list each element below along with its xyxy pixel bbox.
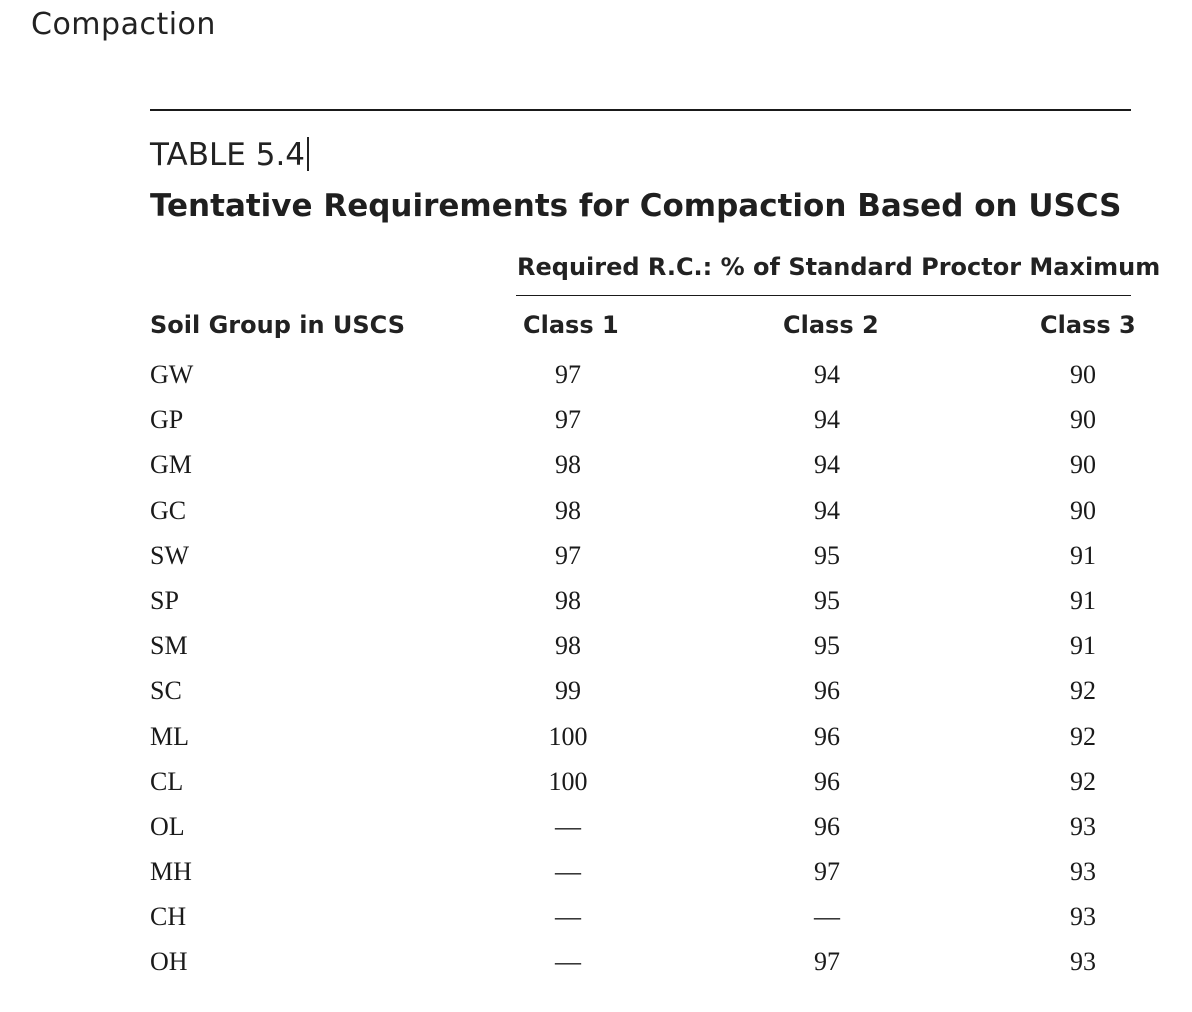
table-row: ML 100 96 92	[0, 716, 1192, 761]
soil-group-cell: CH	[150, 902, 187, 932]
column-header-class-3: Class 3	[1040, 311, 1136, 339]
class-3-cell: 92	[1070, 721, 1096, 751]
soil-group-cell: CL	[150, 766, 184, 796]
soil-group-cell: OL	[150, 811, 185, 841]
class-3-cell: 91	[1070, 540, 1096, 570]
soil-group-cell: SC	[150, 676, 182, 706]
class-3-cell: 90	[1070, 405, 1096, 435]
table-title: Tentative Requirements for Compaction Ba…	[150, 188, 1122, 224]
class-1-cell: 97	[555, 360, 581, 389]
table-row: OH — 97 93	[0, 941, 1192, 986]
class-2-cell: 94	[814, 495, 840, 525]
class-2-cell: 95	[814, 585, 840, 615]
class-2-cell: —	[814, 902, 840, 932]
class-3-cell: 90	[1070, 450, 1096, 480]
soil-group-cell: GC	[150, 495, 187, 525]
table-row: SP 98 95 91	[0, 580, 1192, 625]
class-1-cell: —	[555, 857, 581, 887]
table-row: GC 98 94 90	[0, 490, 1192, 535]
class-1-cell: 100	[548, 721, 588, 751]
class-3-cell: 92	[1070, 676, 1096, 706]
table-number-text: TABLE 5.4	[150, 137, 306, 173]
class-1-cell: —	[555, 811, 581, 841]
class-3-cell: 91	[1070, 585, 1096, 615]
class-1-cell: —	[555, 947, 581, 977]
soil-group-cell: SP	[150, 585, 179, 615]
class-1-cell: 98	[555, 495, 581, 525]
class-2-cell: 96	[814, 721, 840, 751]
class-2-cell: 96	[814, 811, 840, 841]
table-body: GW 97 94 90 GP 97 94 90 GM 98 94 90 GC 9…	[0, 354, 1192, 987]
class-3-cell: 91	[1070, 631, 1096, 661]
text-cursor	[307, 137, 310, 171]
table-row: GP 97 94 90	[0, 399, 1192, 444]
class-3-cell: 93	[1070, 902, 1096, 932]
soil-group-cell: GP	[150, 405, 184, 435]
soil-group-cell: GW	[150, 360, 194, 389]
table-row: CL 100 96 92	[0, 761, 1192, 806]
table-row: SW 97 95 91	[0, 535, 1192, 580]
class-1-cell: 97	[555, 540, 581, 570]
soil-group-cell: SW	[150, 540, 189, 570]
table-row: SM 98 95 91	[0, 625, 1192, 670]
class-3-cell: 93	[1070, 811, 1096, 841]
class-1-cell: 98	[555, 631, 581, 661]
column-header-soil-group: Soil Group in USCS	[150, 311, 406, 339]
spanning-header-rule	[516, 295, 1131, 296]
table-row: GW 97 94 90	[0, 354, 1192, 399]
table-row: CH — — 93	[0, 896, 1192, 941]
class-2-cell: 97	[814, 857, 840, 887]
table-number: TABLE 5.4	[150, 137, 310, 173]
class-3-cell: 93	[1070, 857, 1096, 887]
soil-group-cell: MH	[150, 857, 192, 887]
class-3-cell: 90	[1070, 360, 1096, 389]
class-2-cell: 94	[814, 360, 840, 389]
running-head: Compaction	[31, 7, 216, 42]
table-row: GM 98 94 90	[0, 444, 1192, 489]
table-row: SC 99 96 92	[0, 670, 1192, 715]
class-3-cell: 93	[1070, 947, 1096, 977]
class-1-cell: 97	[555, 405, 581, 435]
class-1-cell: 98	[555, 450, 581, 480]
class-2-cell: 97	[814, 947, 840, 977]
class-2-cell: 96	[814, 676, 840, 706]
class-3-cell: 90	[1070, 495, 1096, 525]
soil-group-cell: GM	[150, 450, 192, 480]
table-row: MH — 97 93	[0, 851, 1192, 896]
class-1-cell: 99	[555, 676, 581, 706]
table-row: OL — 96 93	[0, 806, 1192, 851]
class-2-cell: 94	[814, 405, 840, 435]
column-header-class-2: Class 2	[783, 311, 879, 339]
class-2-cell: 96	[814, 766, 840, 796]
class-2-cell: 95	[814, 631, 840, 661]
class-1-cell: 98	[555, 585, 581, 615]
soil-group-cell: OH	[150, 947, 188, 977]
class-1-cell: 100	[548, 766, 588, 796]
class-2-cell: 95	[814, 540, 840, 570]
soil-group-cell: SM	[150, 631, 188, 661]
class-2-cell: 94	[814, 450, 840, 480]
table-top-rule	[150, 109, 1131, 111]
class-3-cell: 92	[1070, 766, 1096, 796]
spanning-column-header: Required R.C.: % of Standard Proctor Max…	[517, 253, 1161, 281]
class-1-cell: —	[555, 902, 581, 932]
soil-group-cell: ML	[150, 721, 189, 751]
column-header-class-1: Class 1	[523, 311, 619, 339]
